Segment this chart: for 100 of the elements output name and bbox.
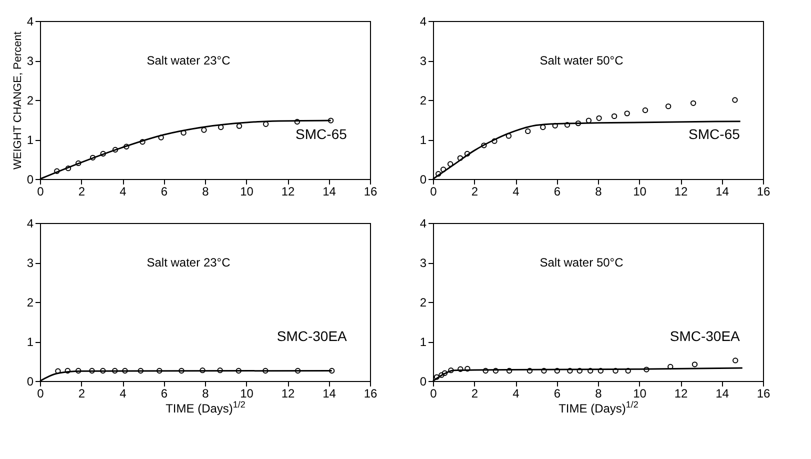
point — [576, 368, 582, 374]
x-tick-label: 14 — [322, 184, 336, 198]
point — [624, 110, 630, 116]
point — [457, 155, 464, 161]
point — [644, 366, 650, 372]
x-tick-label: 2 — [471, 184, 478, 198]
point — [158, 134, 164, 140]
point — [218, 124, 224, 130]
y-tick-label: 4 — [26, 14, 34, 28]
point — [112, 146, 118, 153]
x-tick-label: 0 — [37, 184, 44, 198]
x-tick-label: 0 — [430, 386, 438, 400]
point — [482, 368, 488, 374]
x-tick-label: 12 — [281, 184, 295, 198]
point — [554, 368, 560, 374]
x-tick-label: 0 — [430, 184, 438, 198]
x-tick-label: 2 — [471, 386, 478, 400]
y-tick-label: 2 — [420, 296, 427, 310]
x-tick-label: 8 — [202, 386, 210, 400]
x-tick-label: 16 — [756, 184, 770, 198]
y-tick-label: 3 — [26, 54, 34, 68]
x-tick-label: 6 — [160, 184, 168, 198]
x-axis-title: TIME (Days)$^{1/2}$ — [166, 400, 246, 416]
y-tick-label: 2 — [26, 296, 34, 310]
x-tick-label: 12 — [674, 386, 688, 400]
point — [541, 368, 547, 374]
point — [526, 368, 533, 374]
x-tick-label: 0 — [37, 386, 44, 400]
y-tick-label: 2 — [26, 94, 34, 108]
y-tick-label: 3 — [420, 54, 427, 68]
point — [596, 115, 602, 122]
y-tick-label: 3 — [26, 256, 34, 270]
point — [481, 142, 487, 148]
x-tick-label: 8 — [595, 184, 602, 198]
x-tick-label: 10 — [240, 386, 254, 400]
y-tick-label: 0 — [420, 172, 427, 186]
annotation: Salt water 23°C — [146, 256, 231, 270]
point — [612, 368, 618, 374]
x-tick-label: 10 — [633, 184, 647, 198]
point — [506, 368, 512, 374]
annotation: SMC-65 — [296, 126, 348, 142]
point — [448, 367, 454, 374]
x-tick-label: 10 — [633, 386, 647, 400]
x-tick-label: 2 — [78, 386, 86, 400]
x-tick-label: 4 — [120, 184, 127, 198]
x-tick-label: 16 — [756, 386, 770, 400]
y-tick-label: 1 — [420, 133, 427, 147]
y-axis-title: WEIGHT CHANGE, Percent — [12, 32, 24, 170]
x-tick-label: 4 — [512, 386, 520, 400]
x-tick-label: 12 — [674, 184, 688, 198]
point — [447, 161, 454, 167]
point — [464, 150, 470, 157]
point — [294, 118, 300, 125]
point — [732, 358, 738, 364]
x-tick-label: 8 — [595, 386, 602, 400]
point — [201, 127, 207, 133]
y-tick-label: 0 — [26, 172, 34, 186]
point — [464, 366, 470, 372]
x-tick-label: 16 — [364, 386, 378, 400]
x-tick-label: 4 — [120, 386, 127, 400]
point — [492, 138, 498, 144]
point — [65, 165, 72, 172]
x-tick-label: 2 — [78, 184, 86, 198]
y-tick-label: 1 — [26, 335, 34, 349]
point — [665, 103, 672, 110]
y-tick-label: 0 — [420, 374, 427, 388]
point — [598, 368, 604, 374]
y-tick-label: 4 — [26, 216, 34, 230]
point — [525, 128, 531, 134]
point — [732, 97, 738, 103]
x-tick-label: 6 — [554, 386, 561, 400]
y-tick-label: 1 — [420, 335, 427, 349]
annotation: SMC-30EA — [276, 328, 348, 344]
y-tick-label: 0 — [26, 374, 34, 388]
x-tick-label: 14 — [716, 184, 730, 198]
point — [564, 122, 570, 128]
point — [642, 107, 648, 114]
annotation: SMC-65 — [688, 126, 740, 142]
x-tick-label: 10 — [240, 184, 254, 198]
point — [611, 113, 618, 120]
point — [90, 154, 96, 161]
point — [552, 122, 558, 129]
point — [492, 368, 499, 374]
point — [458, 366, 464, 372]
x-tick-label: 14 — [322, 386, 336, 400]
point — [668, 364, 674, 370]
point — [140, 139, 146, 145]
x-tick-label: 12 — [281, 386, 295, 400]
y-tick-label: 3 — [420, 256, 427, 270]
point — [76, 160, 82, 166]
y-tick-label: 1 — [26, 133, 34, 147]
annotation: SMC-30EA — [670, 328, 741, 344]
point — [567, 368, 573, 374]
point — [124, 144, 130, 150]
point — [438, 372, 444, 378]
y-tick-label: 4 — [420, 14, 427, 28]
point — [588, 368, 594, 374]
point — [440, 166, 446, 172]
x-tick-label: 14 — [716, 386, 730, 400]
point — [442, 370, 448, 376]
